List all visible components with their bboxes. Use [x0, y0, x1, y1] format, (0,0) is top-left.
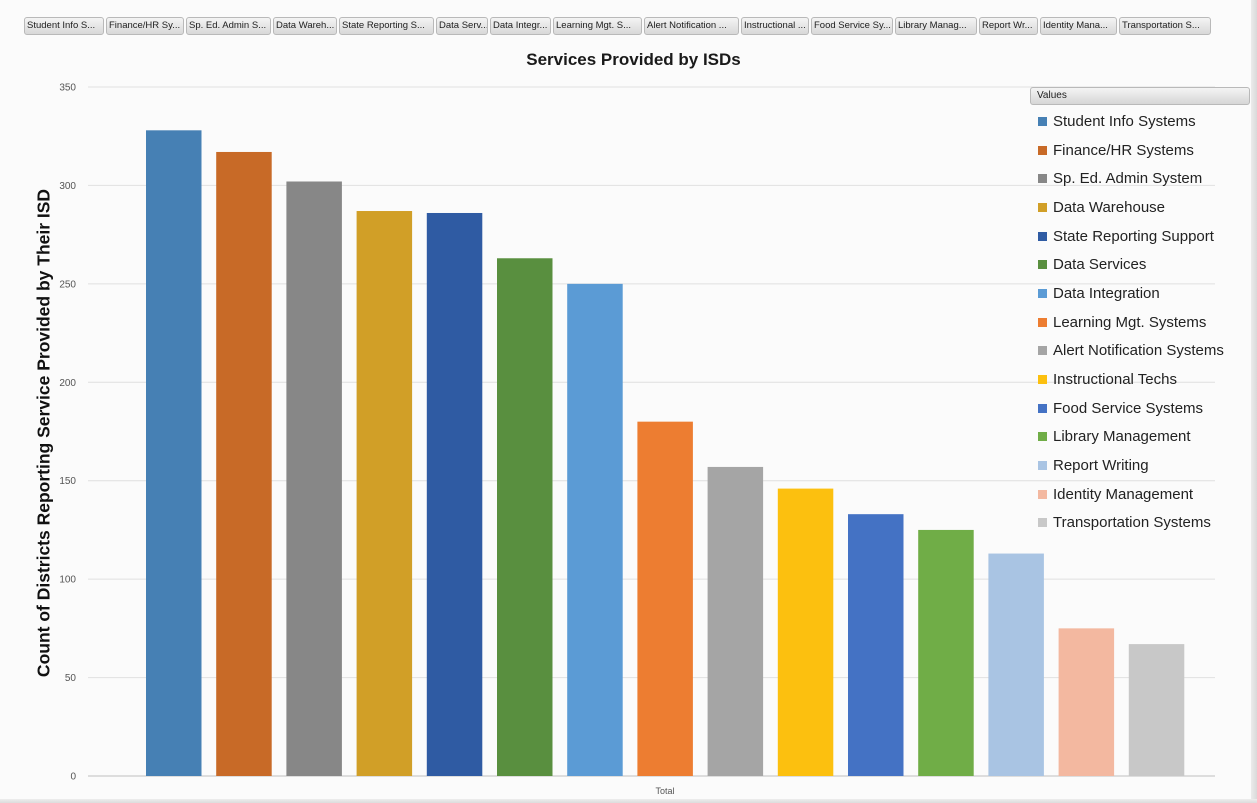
- bar-alert-notification-systems: [707, 466, 764, 776]
- legend-header-button[interactable]: Values: [1030, 87, 1250, 105]
- legend-label: Transportation Systems: [1053, 514, 1211, 532]
- filter-button[interactable]: Food Service Sy...: [811, 17, 893, 35]
- legend-swatch: [1038, 231, 1047, 241]
- bar-transportation-systems: [1128, 644, 1185, 776]
- legend-label: Learning Mgt. Systems: [1053, 313, 1207, 331]
- y-tick-label: 150: [59, 476, 76, 487]
- y-tick-label: 100: [59, 575, 76, 586]
- legend-swatch: [1038, 461, 1047, 471]
- legend-label: Data Integration: [1053, 284, 1160, 302]
- legend-label: Report Writing: [1053, 457, 1149, 475]
- legend-swatch: [1038, 174, 1047, 184]
- filter-button[interactable]: Alert Notification ...: [644, 17, 739, 35]
- legend-label: Student Info Systems: [1053, 112, 1196, 130]
- legend-label: Data Warehouse: [1053, 198, 1166, 216]
- bar-library-management: [918, 529, 974, 776]
- filter-button[interactable]: Library Manag...: [895, 17, 977, 35]
- legend: Values Student Info Systems Finance/HR Sy…: [1030, 87, 1256, 537]
- filter-button[interactable]: Data Wareh...: [273, 17, 337, 35]
- legend-label: Sp. Ed. Admin System: [1053, 170, 1203, 188]
- y-tick-label: 250: [59, 279, 76, 290]
- legend-label: Food Service Systems: [1053, 399, 1204, 417]
- legend-swatch: [1038, 518, 1047, 528]
- filter-button[interactable]: Finance/HR Sy...: [106, 17, 184, 35]
- bar-sp-ed-admin-system: [286, 181, 342, 776]
- legend-swatch: [1038, 288, 1047, 298]
- filter-button[interactable]: Transportation S...: [1119, 17, 1211, 35]
- legend-item[interactable]: Transportation Systems: [1038, 509, 1256, 538]
- filter-button[interactable]: Instructional ...: [741, 17, 809, 35]
- legend-swatch: [1038, 202, 1047, 212]
- bar-instructional-techs: [777, 488, 834, 776]
- filter-button[interactable]: Student Info S...: [24, 17, 104, 35]
- legend-item[interactable]: Learning Mgt. Systems: [1038, 308, 1256, 337]
- legend-item[interactable]: Data Warehouse: [1038, 193, 1256, 222]
- legend-item[interactable]: Alert Notification Systems: [1038, 337, 1256, 366]
- bar-state-reporting-support: [426, 212, 483, 776]
- filter-button[interactable]: State Reporting S...: [339, 17, 434, 35]
- pivot-filter-bar: Student Info S... Finance/HR Sy... Sp. Ed.…: [24, 17, 1211, 35]
- legend-swatch: [1038, 489, 1047, 499]
- filter-button[interactable]: Sp. Ed. Admin S...: [186, 17, 271, 35]
- page-edge-shadow: [1251, 0, 1257, 803]
- legend-swatch: [1038, 116, 1047, 126]
- legend-label: Alert Notification Systems: [1053, 342, 1224, 360]
- chart-title: Services Provided by ISDs: [526, 50, 741, 69]
- legend-list: Student Info Systems Finance/HR Systems Sp…: [1030, 105, 1256, 537]
- y-tick-label: 50: [65, 673, 77, 684]
- bar-report-writing: [988, 553, 1044, 776]
- legend-item[interactable]: Finance/HR Systems: [1038, 136, 1256, 165]
- filter-button[interactable]: Learning Mgt. S...: [553, 17, 642, 35]
- legend-item[interactable]: Identity Management: [1038, 480, 1256, 509]
- y-tick-label: 200: [59, 378, 76, 389]
- legend-swatch: [1038, 375, 1047, 385]
- bar-student-info-systems: [146, 130, 202, 776]
- legend-item[interactable]: Sp. Ed. Admin System: [1038, 164, 1256, 193]
- x-category-label: Total: [655, 786, 674, 796]
- bar-data-integration: [567, 283, 623, 776]
- legend-swatch: [1038, 145, 1047, 155]
- legend-label: Data Services: [1053, 256, 1147, 274]
- legend-item[interactable]: Report Writing: [1038, 451, 1256, 480]
- legend-item[interactable]: Data Services: [1038, 250, 1256, 279]
- legend-swatch: [1038, 317, 1047, 327]
- y-tick-label: 300: [59, 181, 76, 192]
- bar-finance-hr-systems: [216, 151, 272, 776]
- legend-swatch: [1038, 403, 1047, 413]
- bar-learning-mgt-systems: [637, 421, 693, 776]
- legend-item[interactable]: Food Service Systems: [1038, 394, 1256, 423]
- legend-swatch: [1038, 432, 1047, 442]
- legend-item[interactable]: Student Info Systems: [1038, 107, 1256, 136]
- legend-item[interactable]: State Reporting Support: [1038, 222, 1256, 251]
- legend-label: State Reporting Support: [1053, 227, 1214, 245]
- bar-food-service-systems: [848, 514, 904, 776]
- legend-item[interactable]: Library Management: [1038, 423, 1256, 452]
- bar-identity-management: [1058, 628, 1115, 776]
- legend-swatch: [1038, 260, 1047, 270]
- filter-button[interactable]: Data Serv...: [436, 17, 488, 35]
- legend-label: Identity Management: [1053, 485, 1194, 503]
- bar-data-services: [497, 258, 553, 776]
- legend-label: Finance/HR Systems: [1053, 141, 1194, 159]
- legend-item[interactable]: Instructional Techs: [1038, 365, 1256, 394]
- y-tick-label: 0: [70, 772, 76, 783]
- legend-swatch: [1038, 346, 1047, 356]
- legend-label: Library Management: [1053, 428, 1191, 446]
- y-tick-label: 350: [59, 83, 76, 94]
- filter-button[interactable]: Identity Mana...: [1040, 17, 1117, 35]
- filter-button[interactable]: Report Wr...: [979, 17, 1038, 35]
- legend-item[interactable]: Data Integration: [1038, 279, 1256, 308]
- bar-data-warehouse: [356, 211, 413, 776]
- filter-button[interactable]: Data Integr...: [490, 17, 551, 35]
- page-bottom-shadow: [0, 799, 1257, 803]
- legend-label: Instructional Techs: [1053, 371, 1177, 389]
